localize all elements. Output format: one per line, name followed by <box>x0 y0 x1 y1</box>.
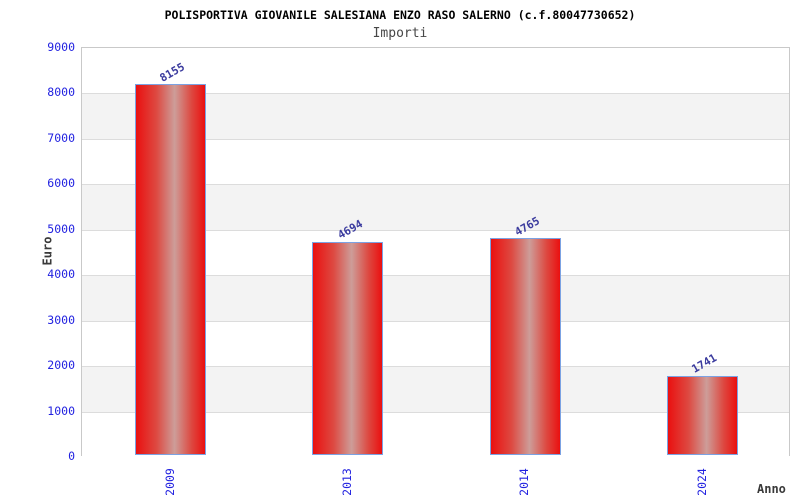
bar <box>666 375 738 455</box>
y-tick-label: 9000 <box>47 40 75 54</box>
bar-value-label: 4765 <box>504 214 550 239</box>
plot-area: 8155 4694 4765 1741 <box>81 47 790 457</box>
bar <box>489 238 561 455</box>
bar <box>135 84 207 455</box>
bar-value-label: 1741 <box>681 352 727 377</box>
x-axis-title: Anno <box>757 482 786 496</box>
bar <box>312 241 384 455</box>
x-tick-label: 2013 <box>329 460 365 504</box>
x-tick-label: 2024 <box>683 460 719 504</box>
y-tick-label: 0 <box>68 449 75 463</box>
gridline <box>82 366 789 368</box>
y-tick-label: 7000 <box>47 130 75 145</box>
gridline <box>82 229 789 231</box>
chart-title: POLISPORTIVA GIOVANILE SALESIANA ENZO RA… <box>164 8 636 22</box>
y-tick-label: 6000 <box>47 176 75 191</box>
y-axis-title-text: Euro <box>40 236 54 266</box>
gridline <box>82 411 789 413</box>
x-tick-label: 2014 <box>506 460 542 504</box>
gridline <box>82 184 789 186</box>
gridline <box>82 93 789 95</box>
chart-subtitle: Importi <box>372 26 428 41</box>
x-tick-text: 2014 <box>517 468 532 496</box>
y-tick-label: 1000 <box>47 403 75 418</box>
y-tick-label: 8000 <box>47 85 75 100</box>
gridline <box>82 275 789 277</box>
x-tick-text: 2009 <box>162 468 177 496</box>
x-tick-text: 2013 <box>339 468 354 496</box>
y-tick-label: 4000 <box>47 267 75 282</box>
gridline <box>82 138 789 140</box>
gridline <box>82 320 789 322</box>
y-tick-label: 2000 <box>47 358 75 373</box>
bar-value-label: 4694 <box>327 217 373 242</box>
x-tick-text: 2024 <box>694 468 709 496</box>
y-tick-label: 5000 <box>47 221 75 236</box>
x-tick-label: 2009 <box>152 460 188 504</box>
y-tick-label: 3000 <box>47 312 75 327</box>
bar-value-label: 8155 <box>150 60 196 85</box>
